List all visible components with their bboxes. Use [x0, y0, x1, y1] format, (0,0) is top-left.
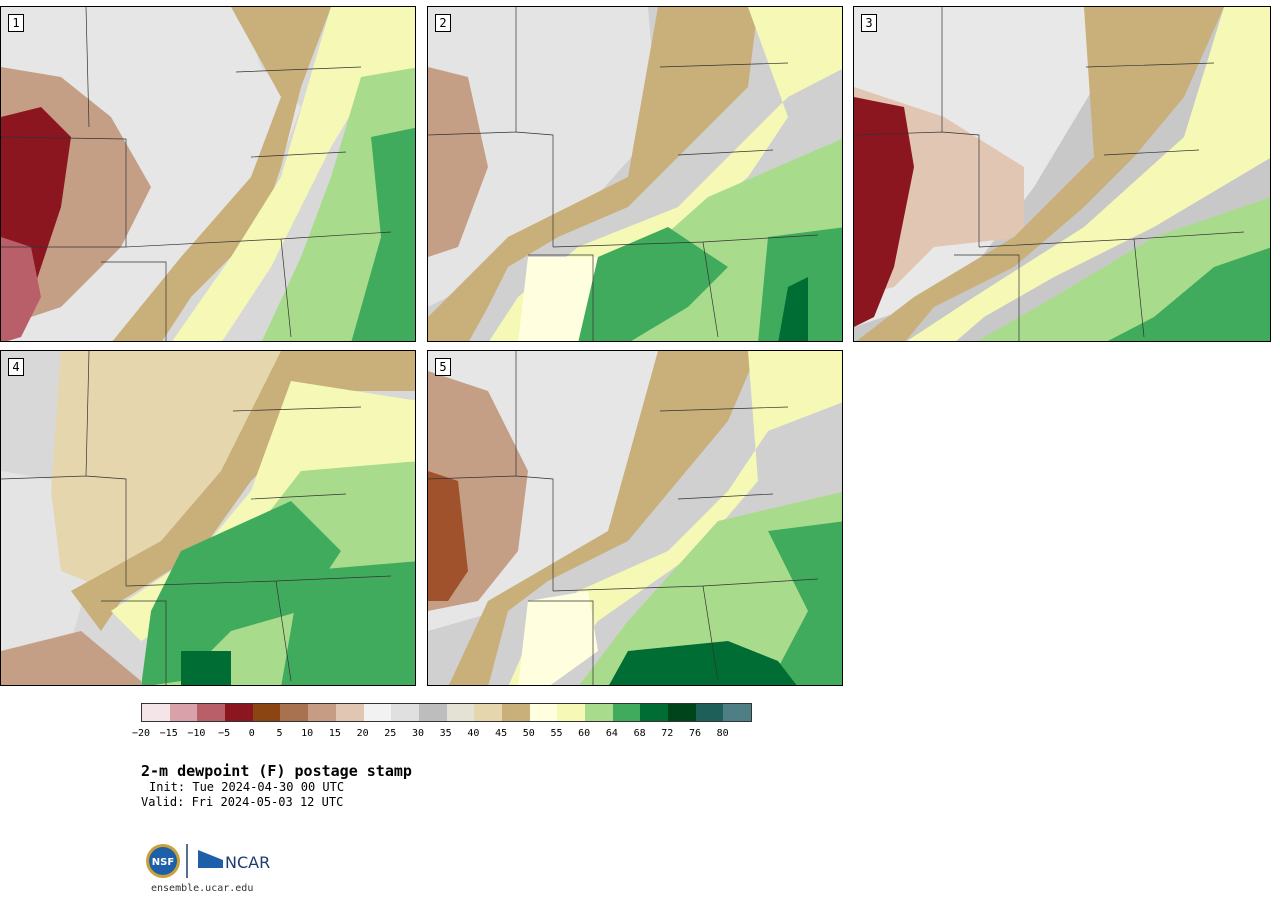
colorbar-tick-label: −5 — [218, 728, 231, 739]
colorbar-swatch — [252, 704, 281, 721]
colorbar-swatch — [585, 704, 613, 721]
nsf-logo-icon: NSF — [146, 844, 180, 878]
dewpoint-map-4 — [1, 351, 415, 685]
map-panel-4: 4 — [0, 350, 416, 686]
colorbar-swatch — [529, 704, 558, 721]
colorbar-swatch — [418, 704, 447, 721]
website-url: ensemble.ucar.edu — [151, 883, 254, 894]
dewpoint-colorbar — [141, 703, 753, 722]
colorbar-swatch — [446, 704, 475, 721]
colorbar-swatch — [280, 704, 309, 721]
colorbar-tick-label: 50 — [522, 728, 535, 739]
panel-label: 3 — [861, 14, 877, 32]
colorbar-tick-label: 10 — [301, 728, 314, 739]
colorbar-tick-label: −10 — [187, 728, 206, 739]
nsf-ncar-logos: NSF NCAR — [145, 842, 275, 880]
colorbar-tick-label: 15 — [328, 728, 341, 739]
panel-label: 2 — [435, 14, 451, 32]
colorbar-tick-label: 5 — [276, 728, 283, 739]
init-time: Init: Tue 2024-04-30 00 UTC — [149, 780, 345, 794]
colorbar-swatch — [723, 704, 752, 721]
colorbar-tick-label: 30 — [411, 728, 425, 739]
map-panel-2: 2 — [427, 6, 843, 342]
colorbar-swatch — [640, 704, 669, 721]
colorbar-swatch — [501, 704, 530, 721]
valid-time: Valid: Fri 2024-05-03 12 UTC — [141, 795, 344, 809]
svg-text:NSF: NSF — [152, 857, 174, 868]
map-panel-3: 3 — [853, 6, 1271, 342]
colorbar-tick-label: 0 — [248, 728, 255, 739]
colorbar-tick-label: 80 — [716, 728, 729, 739]
colorbar-swatch — [197, 704, 226, 721]
colorbar-tick-label: 64 — [605, 728, 618, 739]
panel-label: 1 — [8, 14, 24, 32]
colorbar-tick-label: −20 — [131, 728, 151, 739]
colorbar-tick-label: 60 — [578, 728, 591, 739]
dewpoint-map-2 — [428, 7, 842, 341]
map-panel-1: 1 — [0, 6, 416, 342]
dewpoint-map-1 — [1, 7, 415, 341]
colorbar-tick-label: 68 — [633, 728, 646, 739]
svg-text:NCAR: NCAR — [225, 853, 270, 872]
colorbar-swatch — [363, 704, 392, 721]
colorbar-tick-label: 76 — [688, 728, 702, 739]
colorbar-swatch — [557, 704, 585, 721]
colorbar-swatch — [335, 704, 364, 721]
panel-label: 4 — [8, 358, 24, 376]
colorbar-tick-label: 45 — [495, 728, 508, 739]
colorbar-swatch — [474, 704, 502, 721]
colorbar-tick-label: 55 — [550, 728, 563, 739]
colorbar-tick-label: −15 — [159, 728, 178, 739]
panel-label: 5 — [435, 358, 451, 376]
map-panel-5: 5 — [427, 350, 843, 686]
colorbar-swatch — [225, 704, 253, 721]
colorbar-swatch — [695, 704, 724, 721]
colorbar-tick-label: 72 — [661, 728, 674, 739]
ncar-logo-icon: NCAR — [198, 850, 270, 872]
colorbar-swatch — [391, 704, 419, 721]
colorbar-tick-label: 25 — [384, 728, 397, 739]
colorbar-swatch — [308, 704, 336, 721]
dewpoint-map-5 — [428, 351, 842, 685]
colorbar-swatch — [142, 704, 170, 721]
colorbar-tick-label: 40 — [467, 728, 480, 739]
colorbar-swatch — [169, 704, 198, 721]
figure-title: 2-m dewpoint (F) postage stamp — [141, 762, 412, 780]
colorbar-tick-label: 20 — [356, 728, 369, 739]
dewpoint-map-3 — [854, 7, 1270, 341]
colorbar-swatch — [612, 704, 641, 721]
colorbar-tick-label: 35 — [439, 728, 452, 739]
colorbar-swatch — [668, 704, 696, 721]
